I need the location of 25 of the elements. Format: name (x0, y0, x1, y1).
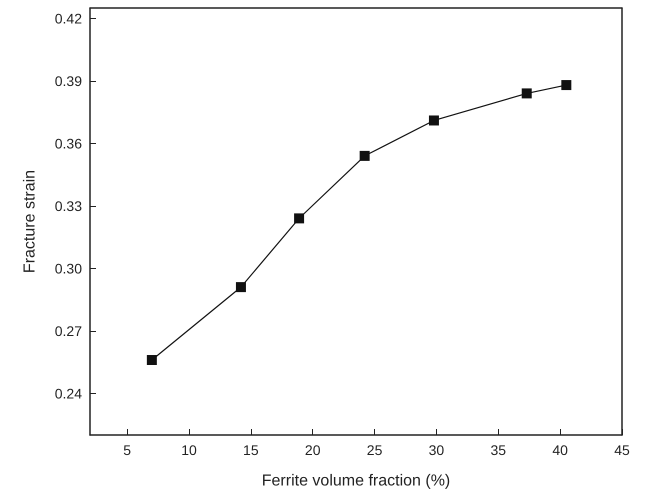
y-tick-label: 0.24 (54, 385, 82, 402)
x-tick-label: 45 (614, 442, 630, 458)
y-tick-label: 0.42 (54, 10, 82, 26)
x-tick-label: 15 (243, 442, 259, 458)
x-tick-label: 5 (123, 442, 132, 458)
x-tick-label: 40 (552, 442, 568, 458)
x-axis-title: Ferrite volume fraction (%) (262, 472, 450, 490)
y-tick-label: 0.33 (54, 198, 82, 214)
y-tick-label: 0.39 (54, 72, 82, 89)
x-tick-label: 30 (428, 442, 444, 458)
point (236, 282, 246, 292)
point (294, 213, 304, 224)
y-tick-label: 0.36 (54, 135, 82, 152)
point (561, 80, 572, 90)
point (522, 88, 532, 98)
point (428, 115, 439, 126)
y-axis-title: Fracture strain (22, 170, 38, 274)
x-tick-label: 20 (304, 442, 321, 458)
x-tick-label: 35 (490, 442, 506, 458)
point (146, 355, 157, 366)
y-tick-label: 0.27 (54, 322, 82, 339)
y-tick-label: 0.30 (54, 260, 82, 276)
x-tick-label: 25 (366, 442, 383, 458)
point (360, 150, 370, 161)
x-tick-label: 10 (181, 442, 197, 458)
